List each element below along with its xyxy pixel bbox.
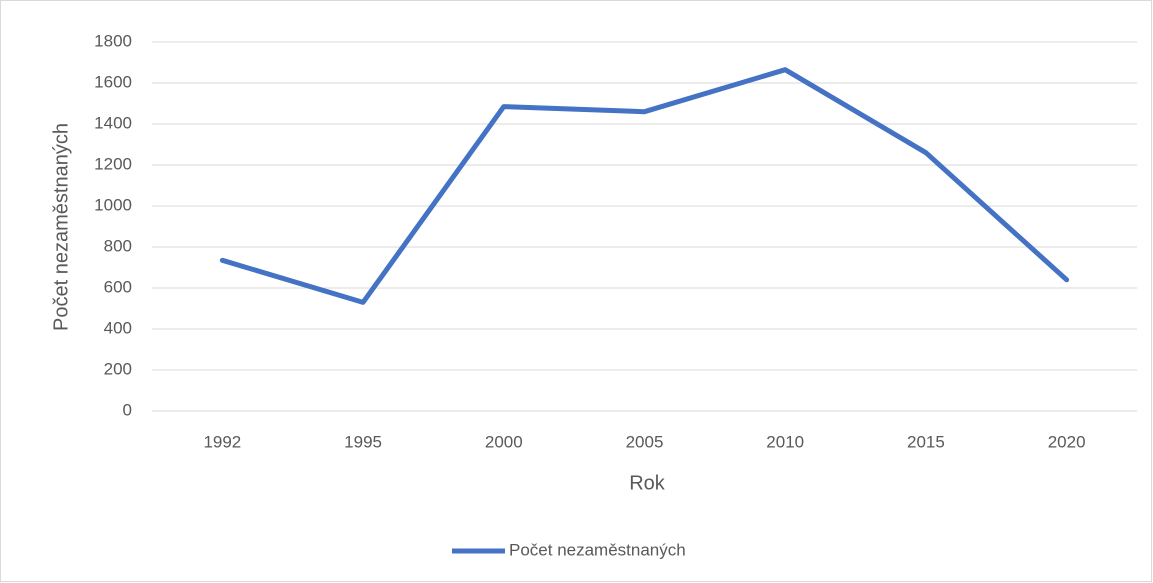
y-tick-label: 200 <box>104 359 132 378</box>
y-axis-title: Počet nezaměstnaných <box>50 123 72 331</box>
y-tick-label: 0 <box>123 400 132 419</box>
x-tick-label: 1995 <box>344 432 382 451</box>
y-tick-label: 1400 <box>94 113 132 132</box>
line-series <box>219 67 1070 305</box>
y-tick-label: 1600 <box>94 72 132 91</box>
y-tick-label: 1800 <box>94 31 132 50</box>
y-tick-label: 1200 <box>94 154 132 173</box>
y-tick-label: 400 <box>104 318 132 337</box>
y-tick-label: 800 <box>104 236 132 255</box>
x-tick-label: 2000 <box>485 432 523 451</box>
x-axis-title: Rok <box>629 472 666 494</box>
x-tick-label: 2015 <box>907 432 945 451</box>
x-tick-label: 2010 <box>766 432 804 451</box>
y-tick-label: 1000 <box>94 195 132 214</box>
x-tick-label: 1992 <box>203 432 241 451</box>
y-tick-label: 600 <box>104 277 132 296</box>
x-tick-label: 2005 <box>626 432 664 451</box>
x-tick-label: 2020 <box>1048 432 1086 451</box>
legend-label: Počet nezaměstnaných <box>509 540 686 559</box>
